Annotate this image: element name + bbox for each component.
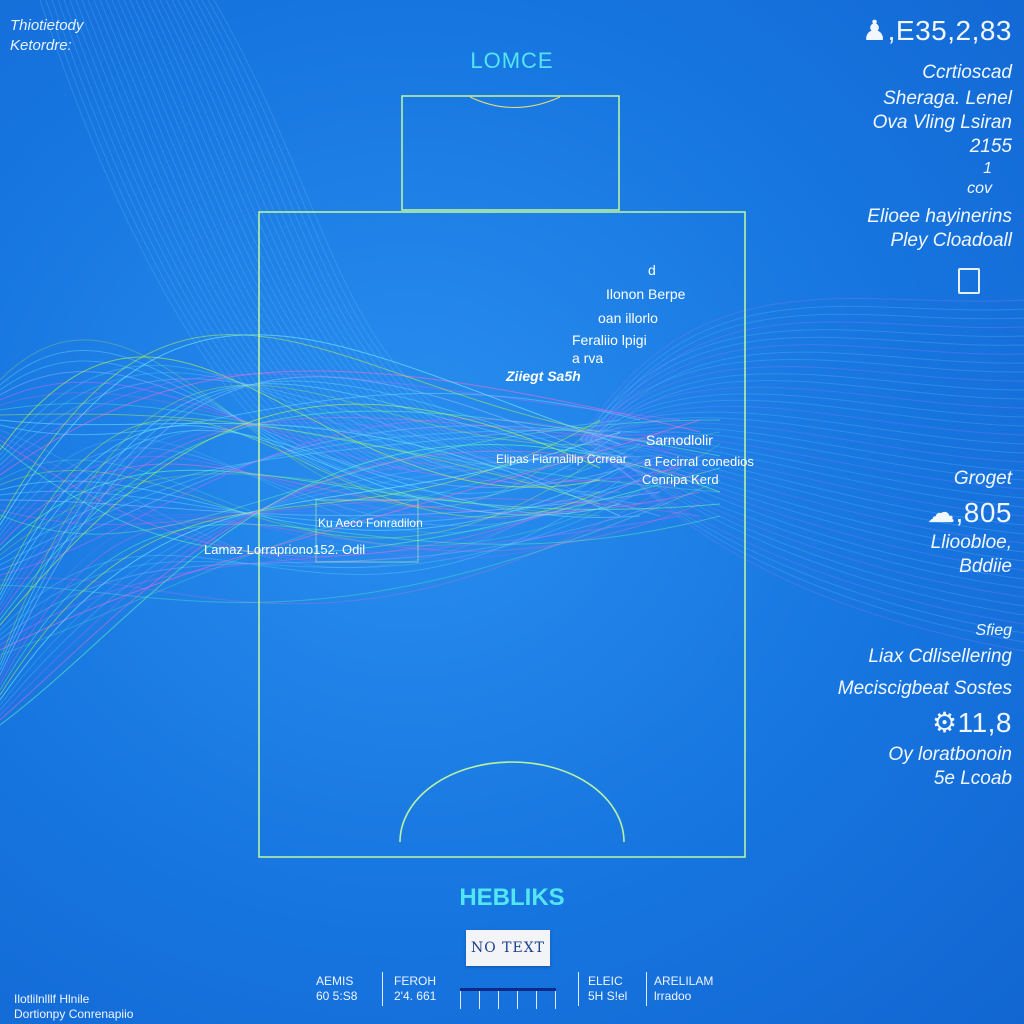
footer-col-3: ELEIC 5H S!el xyxy=(588,974,627,1004)
scale-bar xyxy=(460,988,556,1011)
field-label-6: Ziiegt Sa5h xyxy=(506,368,581,384)
small-box xyxy=(315,499,419,563)
footer-left-line-1: Ilotlilnlllf Hlnile xyxy=(14,992,90,1006)
field-label-1: d xyxy=(648,262,656,278)
footer-col-3-b: 5H S!el xyxy=(588,989,628,1003)
footer-col-3-a: ELEIC xyxy=(588,974,623,988)
field-label-5: a rva xyxy=(572,350,604,366)
right-line-7: Elioee hayinerins xyxy=(867,206,1012,227)
right-line-11: Sfieg xyxy=(975,622,1012,639)
cloud-icon: ☁ xyxy=(927,497,956,528)
footer-col-1-a: AEMIS xyxy=(316,974,354,988)
gauge-icon: ⚙ xyxy=(931,707,958,738)
footer-col-2-b: 2'4. 661 xyxy=(394,989,437,1003)
footer-col-4-b: lrradoo xyxy=(654,989,692,1003)
field-label-12: Lamaz Lorrapriono152. Odil xyxy=(204,542,366,557)
right-line-10: Bddiie xyxy=(959,556,1012,577)
right-line-5: 1 xyxy=(983,160,992,177)
no-text-button[interactable]: NO TEXT xyxy=(466,930,550,966)
footer-col-4-a: ARELILAM xyxy=(654,974,714,988)
right-line-14: Oy loratbonoin xyxy=(888,744,1012,765)
right-line-3: Ova Vling Lsiran xyxy=(872,112,1012,133)
corner-legend: Thiotietody Ketordre: xyxy=(10,16,83,56)
pitch-rectangle xyxy=(258,211,746,858)
device-icon[interactable] xyxy=(958,268,980,294)
value-mid: ☁,805 xyxy=(927,497,1012,528)
field-label-4: Feraliio lpigi xyxy=(572,332,647,348)
field-label-3: oan illorlo xyxy=(598,310,658,326)
footer-col-2-a: FEROH xyxy=(394,974,436,988)
field-label-2: Ilonon Berpe xyxy=(606,286,686,302)
center-arc xyxy=(399,761,625,843)
top-fan xyxy=(469,96,561,108)
right-line-8: Pley Cloadoall xyxy=(890,230,1012,251)
right-line-13: Meciscigbeat Sostes xyxy=(837,678,1012,699)
field-label-9: a Fecirral conedios xyxy=(644,454,754,469)
top-title: LOMCE xyxy=(470,48,554,73)
footer-divider-2 xyxy=(578,972,579,1006)
right-line-4: 2155 xyxy=(969,136,1012,157)
right-line-2: Sheraga. Lenel xyxy=(883,88,1012,109)
footer-left-line-2: Dortionpy Conrenapiio xyxy=(14,1007,134,1021)
footer-divider-3 xyxy=(646,972,647,1006)
right-line-9: Llioobloe, xyxy=(930,532,1012,553)
field-label-8: Sarnodlolir xyxy=(646,432,713,448)
footer-col-1-b: 60 5:S8 xyxy=(316,989,358,1003)
footer-col-4: ARELILAM lrradoo xyxy=(654,974,713,1004)
right-line-1: Ccrtioscad xyxy=(922,62,1012,83)
footer-col-1: AEMIS 60 5:S8 xyxy=(316,974,357,1004)
footer-left: Ilotlilnlllf Hlnile Dortionpy Conrenapii… xyxy=(14,992,133,1022)
footer-col-2: FEROH 2'4. 661 xyxy=(394,974,436,1004)
value-low: ⚙11,8 xyxy=(931,707,1012,738)
field-label-10: Cenripa Kerd xyxy=(642,472,719,487)
flow-lines xyxy=(0,0,1024,726)
field-label-11: Ku Aeco Fonradilon xyxy=(318,516,423,530)
value-top: ♟,E35,2,83 xyxy=(862,15,1012,46)
group-label: Groget xyxy=(953,468,1012,489)
corner-line-1: Thiotietody xyxy=(10,17,84,34)
corner-line-2: Ketordre: xyxy=(10,37,72,54)
footer-divider-1 xyxy=(382,972,383,1006)
right-line-6: cov xyxy=(967,180,992,197)
penalty-box-top xyxy=(401,95,620,211)
field-label-7: Elipas Fiarnalilip Ccrrear xyxy=(496,452,627,466)
pitch-outline xyxy=(258,95,746,858)
person-icon: ♟ xyxy=(862,15,888,46)
bottom-title: HEBLIKS xyxy=(459,884,565,911)
right-line-12: Liax Cdlisellering xyxy=(868,646,1012,667)
right-line-15: 5e Lcoab xyxy=(933,768,1012,789)
